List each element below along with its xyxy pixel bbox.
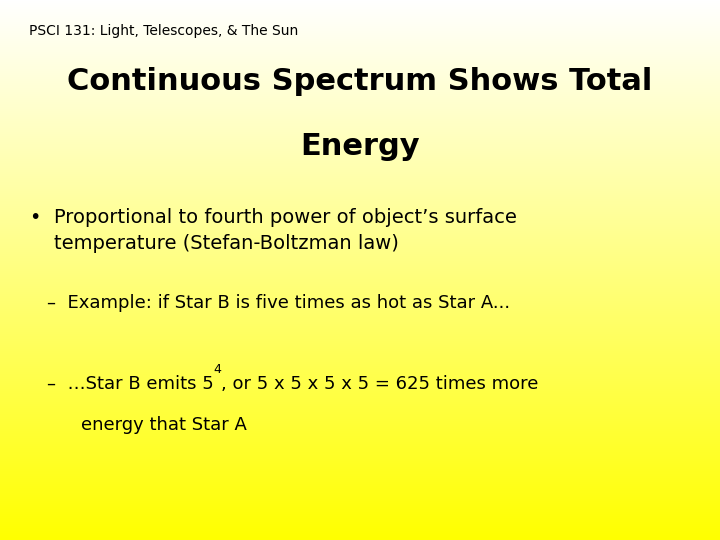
Text: •: • — [29, 208, 40, 227]
Text: –  …Star B emits 5: – …Star B emits 5 — [47, 375, 214, 393]
Text: energy that Star A: energy that Star A — [81, 416, 247, 434]
Text: –  Example: if Star B is five times as hot as Star A...: – Example: if Star B is five times as ho… — [47, 294, 510, 312]
Text: PSCI 131: Light, Telescopes, & The Sun: PSCI 131: Light, Telescopes, & The Sun — [29, 24, 298, 38]
Text: Energy: Energy — [300, 132, 420, 161]
Text: Proportional to fourth power of object’s surface
temperature (Stefan-Boltzman la: Proportional to fourth power of object’s… — [54, 208, 517, 253]
Text: 4: 4 — [214, 363, 222, 376]
Text: , or 5 x 5 x 5 x 5 = 625 times more: , or 5 x 5 x 5 x 5 = 625 times more — [222, 375, 539, 393]
Text: Continuous Spectrum Shows Total: Continuous Spectrum Shows Total — [67, 68, 653, 97]
